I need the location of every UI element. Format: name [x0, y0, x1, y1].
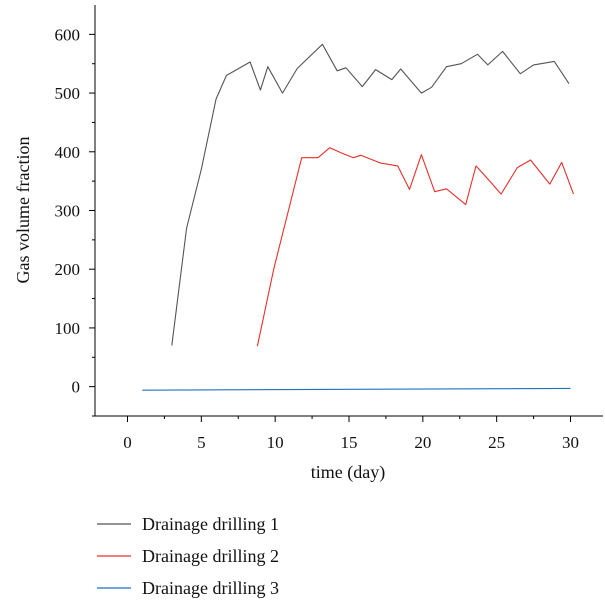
y-axis-ticks: 0 100 200 300 400 500 600: [55, 25, 95, 417]
y-tick-label: 400: [55, 143, 81, 162]
y-tick-label: 500: [55, 84, 81, 103]
y-tick-label: 0: [72, 378, 81, 397]
legend-label-3: Drainage drilling 3: [142, 578, 279, 598]
series-line-drainage-drilling-1: [171, 43, 570, 346]
y-tick-label: 600: [55, 25, 81, 44]
x-tick-label: 0: [123, 433, 132, 452]
x-tick-label: 10: [267, 433, 284, 452]
series-layer: [142, 43, 575, 391]
x-tick-label: 30: [562, 433, 579, 452]
x-axis-label: time (day): [311, 462, 385, 483]
series-line-drainage-drilling-2: [256, 147, 575, 347]
y-tick-label: 300: [55, 202, 81, 221]
x-tick-label: 25: [488, 433, 505, 452]
x-axis-ticks: 0 5 10 15 20 25 30: [123, 416, 579, 452]
axes-frame: [94, 5, 603, 417]
legend-label-2: Drainage drilling 2: [142, 546, 279, 566]
legend-label-1: Drainage drilling 1: [142, 514, 279, 534]
legend: Drainage drilling 1 Drainage drilling 2 Dr…: [97, 514, 279, 598]
x-tick-label: 20: [414, 433, 431, 452]
x-tick-label: 15: [341, 433, 358, 452]
y-tick-label: 100: [55, 319, 81, 338]
y-axis-label: Gas volume fraction: [13, 137, 33, 284]
series-line-drainage-drilling-3: [142, 387, 571, 391]
x-tick-label: 5: [197, 433, 206, 452]
y-tick-label: 200: [55, 260, 81, 279]
